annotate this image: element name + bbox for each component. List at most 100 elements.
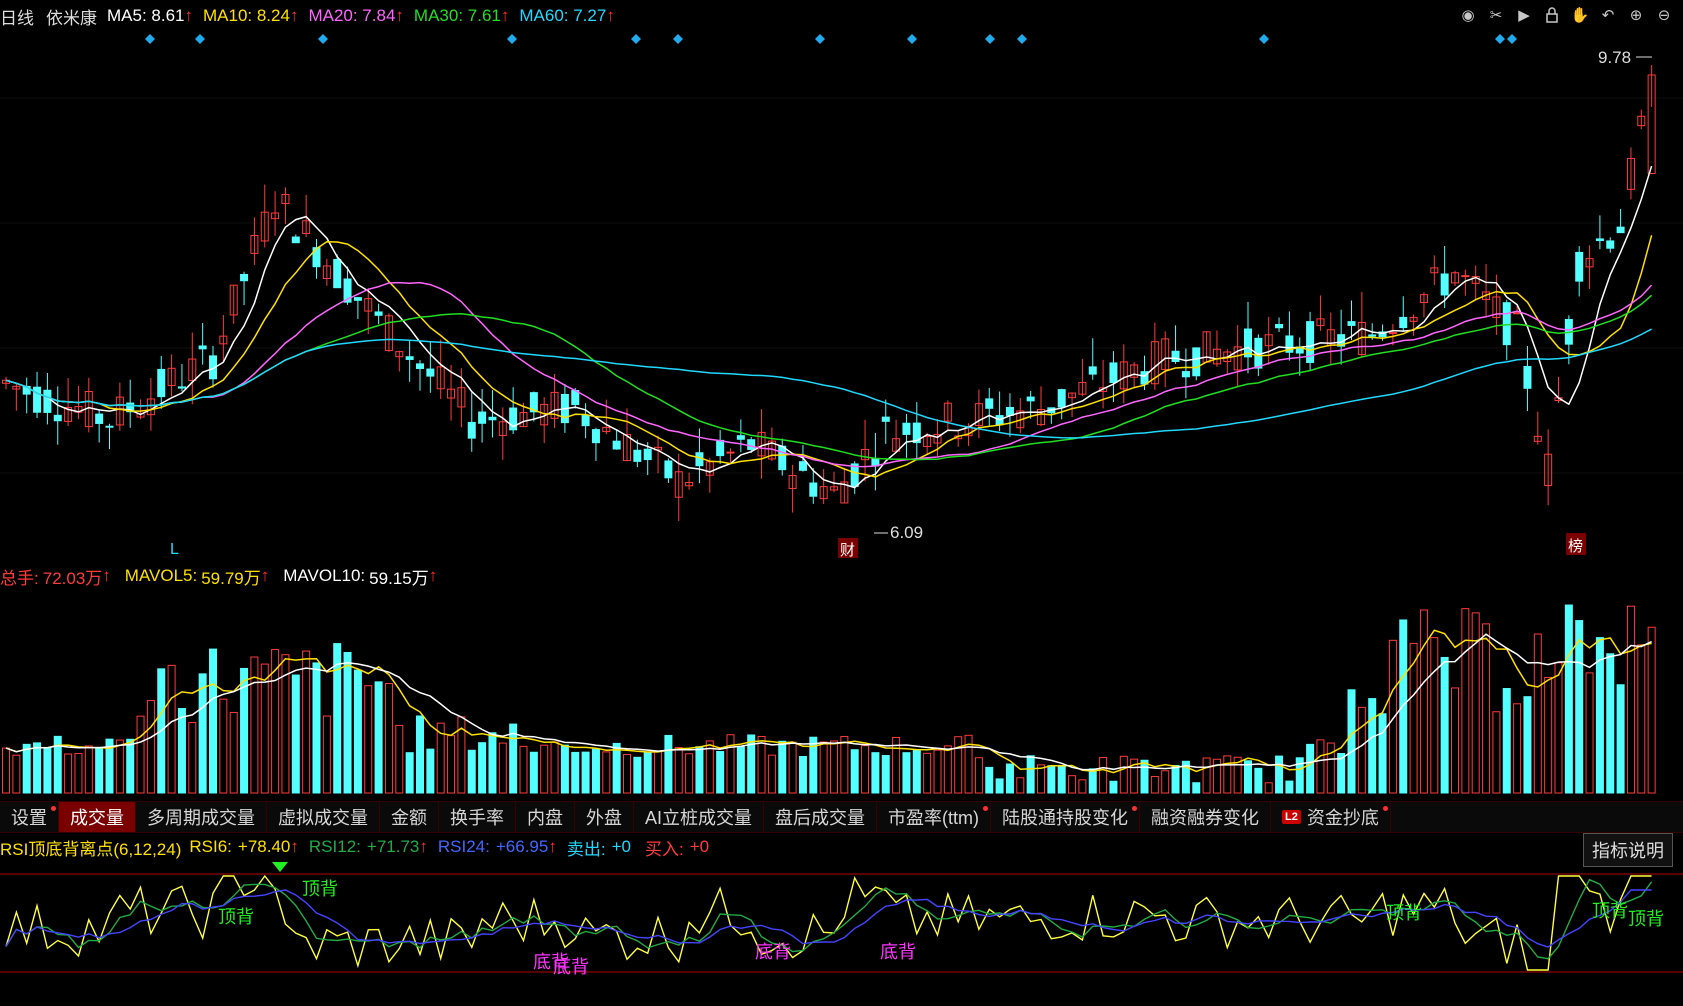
volume-bar (1005, 763, 1014, 794)
candle-body (550, 391, 559, 419)
volume-bar (1502, 688, 1511, 794)
event-diamond-icon[interactable] (1507, 34, 1517, 44)
event-diamond-icon[interactable] (907, 34, 917, 44)
tab-7[interactable]: 外盘 (575, 802, 634, 832)
tab-11[interactable]: 陆股通持股变化 (991, 802, 1140, 832)
candle-body (53, 414, 62, 422)
tab-3[interactable]: 虚拟成交量 (267, 802, 380, 832)
tab-0[interactable]: 设置 (0, 802, 59, 832)
event-diamond-icon[interactable] (195, 34, 205, 44)
rsi-signal-top: 顶背 (302, 879, 338, 899)
volume-bar (229, 711, 238, 794)
event-diamond-icon[interactable] (145, 34, 155, 44)
volume-bar (488, 732, 497, 794)
scissors-icon[interactable]: ✂ (1489, 7, 1503, 24)
tab-12[interactable]: 融资融券变化 (1140, 802, 1271, 832)
candle-body (1637, 115, 1646, 127)
candle-body (602, 426, 611, 433)
zoom-out-icon[interactable]: ⊖ (1657, 7, 1671, 24)
candle-body (529, 392, 538, 413)
volume-bar (1326, 742, 1335, 794)
rsi-title[interactable]: RSI顶底背离点(6,12,24) (0, 839, 182, 859)
marker-bang[interactable]: 榜 (1568, 538, 1583, 555)
candle-body (416, 363, 424, 369)
hand-icon[interactable]: ✋ (1570, 7, 1590, 24)
tab-2[interactable]: 多周期成交量 (136, 802, 267, 832)
candle-body (240, 273, 249, 282)
price-chart[interactable]: 9.78 6.09 L 财 榜 (0, 28, 1683, 562)
volume-bar (281, 654, 290, 794)
volume-bar (1626, 605, 1635, 794)
volume-bar (188, 722, 197, 794)
event-diamond-icon[interactable] (1017, 34, 1027, 44)
event-diamond-icon[interactable] (631, 34, 641, 44)
tab-9[interactable]: 盘后成交量 (764, 802, 878, 832)
candle-body (1264, 334, 1273, 347)
tab-6[interactable]: 内盘 (516, 802, 575, 832)
candle-body (943, 402, 952, 422)
volume-bar (819, 741, 828, 794)
eye-icon[interactable]: ◉ (1461, 7, 1475, 24)
volume-bar (126, 738, 135, 794)
price-header: 日线 依米康 MA5: 8.61↑ MA10: 8.24↑ MA20: 7.84↑ M… (0, 4, 625, 28)
candle-body (1119, 361, 1128, 390)
volume-bar (1212, 758, 1221, 794)
candle-body (1192, 347, 1201, 377)
l2-badge: L2 (1282, 810, 1301, 824)
rsi6-value: +78.40 (237, 837, 291, 856)
candle-body (726, 451, 735, 454)
volume-bar (1368, 698, 1377, 794)
buy-label: 买入: (644, 839, 684, 859)
marker-l: L (170, 541, 179, 558)
volume-chart[interactable] (0, 588, 1683, 800)
period-label[interactable]: 日线 (0, 8, 34, 28)
volume-bar (830, 740, 838, 794)
zoom-in-icon[interactable]: ⊕ (1629, 7, 1643, 24)
tab-13[interactable]: L2 资金抄底 (1271, 802, 1391, 832)
event-diamond-icon[interactable] (1495, 34, 1505, 44)
volume-bar (674, 747, 683, 794)
volume-bar (146, 700, 155, 794)
candle-body (12, 385, 21, 390)
candle-body (912, 422, 921, 444)
event-diamond-icon[interactable] (507, 34, 517, 44)
event-diamond-icon[interactable] (318, 34, 328, 44)
tab-5[interactable]: 换手率 (439, 802, 516, 832)
candle-body (819, 486, 828, 500)
replay-icon[interactable]: ▶ (1518, 7, 1530, 24)
event-diamond-icon[interactable] (815, 34, 825, 44)
volume-bar (519, 745, 528, 794)
tab-10[interactable]: 市盈率(ttm) (877, 802, 991, 832)
marker-bang-bg (1566, 533, 1586, 555)
event-diamond-icon[interactable] (673, 34, 683, 44)
volume-bar (633, 756, 642, 794)
tab-1[interactable]: 成交量 (59, 802, 136, 832)
volume-bar (1088, 768, 1097, 794)
candle-body (43, 389, 52, 413)
volume-bar (871, 752, 880, 794)
candle-body (115, 396, 124, 426)
volume-bar (1347, 689, 1356, 794)
volume-bar (250, 656, 259, 794)
volume-bar (1585, 672, 1594, 794)
tab-4[interactable]: 金额 (380, 802, 439, 832)
candle-body (1606, 240, 1615, 249)
event-diamond-icon[interactable] (1259, 34, 1269, 44)
candle-body (1647, 74, 1656, 174)
candle-body (1037, 409, 1045, 426)
candle-body (902, 422, 911, 435)
ma-up-arrow: ↑ (395, 6, 404, 25)
tab-8[interactable]: AI立桩成交量 (634, 802, 765, 832)
event-diamond-icon[interactable] (985, 34, 995, 44)
undo-icon[interactable]: ↶ (1601, 7, 1615, 24)
ma-legend-item: MA60: 7.27↑ (519, 6, 615, 25)
lock-icon[interactable] (1541, 4, 1563, 26)
volume-bar (322, 715, 331, 794)
ma-legend: MA5: 8.61↑ MA10: 8.24↑ MA20: 7.84↑ MA30: 7.… (107, 6, 625, 26)
marker-cai[interactable]: 财 (840, 542, 855, 559)
rsi-line-2 (5, 889, 1652, 948)
rsi-signal-top: 顶背 (1592, 901, 1628, 921)
indicator-explain-button[interactable]: 指标说明 (1583, 833, 1673, 867)
volume-bar (291, 674, 300, 794)
